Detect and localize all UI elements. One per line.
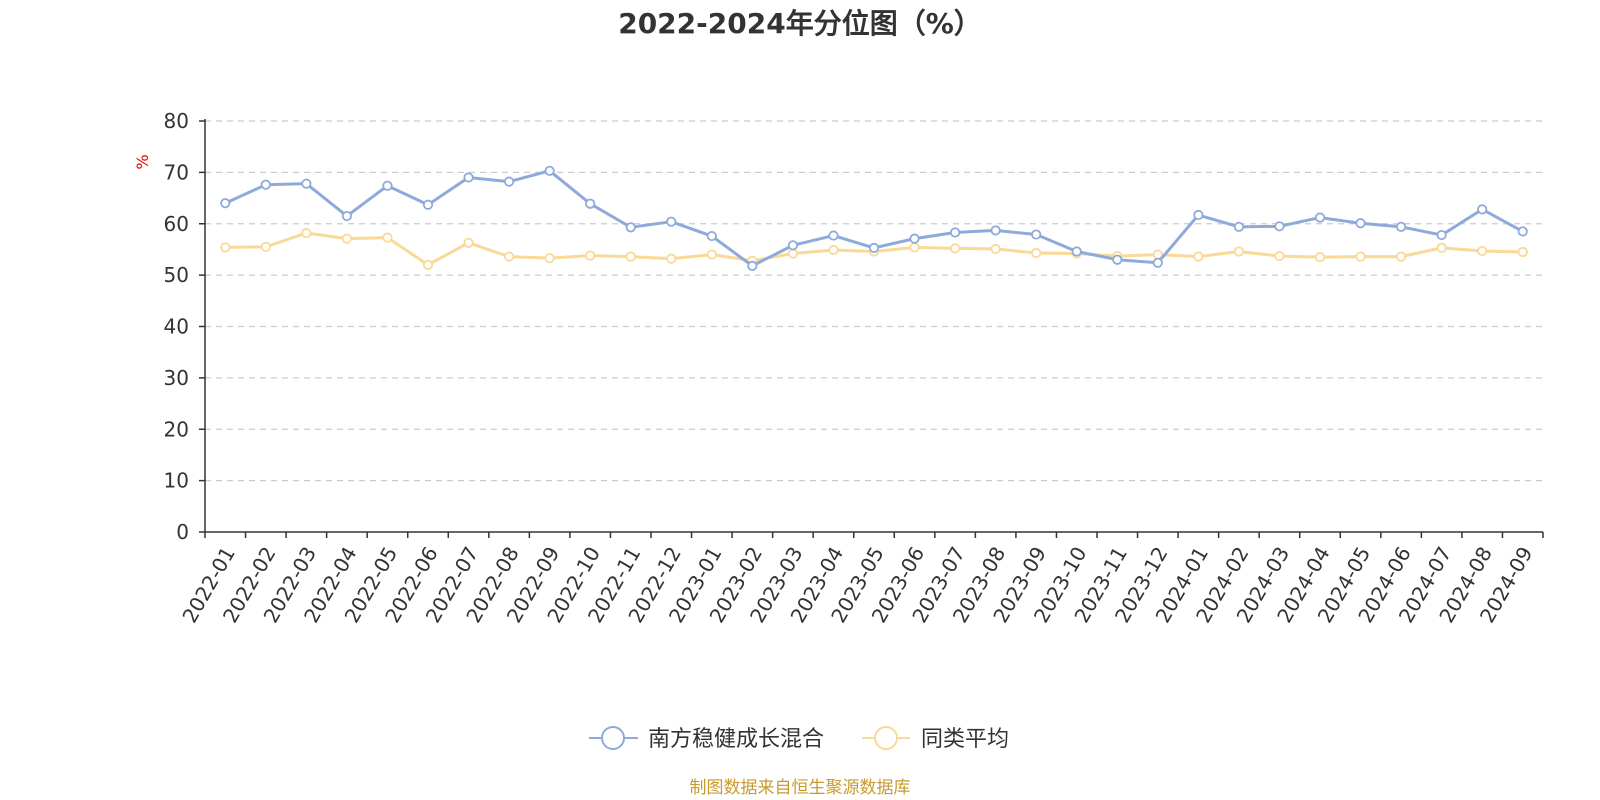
data-point[interactable] bbox=[868, 242, 880, 253]
data-point[interactable] bbox=[1395, 221, 1407, 232]
y-tick-label: 40 bbox=[164, 315, 189, 339]
data-point[interactable] bbox=[220, 198, 231, 209]
axes bbox=[199, 119, 1544, 538]
y-tick-label: 10 bbox=[164, 469, 189, 493]
data-point[interactable] bbox=[260, 241, 271, 252]
data-point[interactable] bbox=[787, 240, 799, 251]
data-point[interactable] bbox=[1395, 251, 1407, 262]
data-point[interactable] bbox=[1031, 247, 1042, 259]
data-point[interactable] bbox=[666, 253, 677, 264]
legend-label: 同类平均 bbox=[921, 727, 1009, 752]
legend-item-1[interactable]: 同类平均 bbox=[862, 726, 1009, 752]
data-point[interactable] bbox=[422, 259, 434, 270]
data-point[interactable] bbox=[949, 227, 961, 238]
data-point[interactable] bbox=[463, 172, 474, 183]
data-point[interactable] bbox=[260, 179, 271, 190]
data-point[interactable] bbox=[909, 233, 920, 244]
data-point[interactable] bbox=[828, 230, 839, 241]
data-point[interactable] bbox=[544, 165, 555, 176]
data-point[interactable] bbox=[1517, 226, 1528, 237]
data-point[interactable] bbox=[422, 199, 434, 210]
data-point[interactable] bbox=[382, 180, 393, 191]
data-point[interactable] bbox=[1233, 221, 1245, 232]
data-point[interactable] bbox=[1517, 246, 1528, 258]
data-point[interactable] bbox=[585, 250, 596, 261]
data-point[interactable] bbox=[1152, 257, 1163, 268]
data-point[interactable] bbox=[1112, 254, 1123, 265]
data-point[interactable] bbox=[503, 176, 515, 187]
grid-lines bbox=[205, 120, 1543, 482]
data-point[interactable] bbox=[1193, 251, 1204, 262]
data-point[interactable] bbox=[1436, 242, 1447, 253]
data-point[interactable] bbox=[301, 227, 312, 239]
data-point[interactable] bbox=[1233, 246, 1245, 257]
legend: 南方稳健成长混合 同类平均 bbox=[589, 726, 1009, 752]
y-tick-label: 70 bbox=[164, 160, 189, 184]
y-tick-labels: 0 10 20 30 40 50 60 70 80 bbox=[164, 109, 189, 544]
data-point[interactable] bbox=[909, 242, 920, 253]
y-tick-label: 30 bbox=[164, 366, 189, 390]
legend-circle-icon bbox=[601, 726, 625, 750]
data-point[interactable] bbox=[1314, 212, 1326, 223]
y-axis-label: % bbox=[133, 154, 152, 169]
y-tick-label: 60 bbox=[164, 212, 189, 236]
data-point[interactable] bbox=[706, 249, 717, 260]
data-point[interactable] bbox=[625, 222, 636, 233]
data-point[interactable] bbox=[1477, 245, 1488, 257]
legend-circle-icon bbox=[874, 726, 898, 750]
data-point[interactable] bbox=[990, 243, 1001, 255]
data-point[interactable] bbox=[341, 233, 353, 244]
y-tick-label: 50 bbox=[164, 263, 189, 287]
data-point[interactable] bbox=[382, 232, 393, 243]
data-point[interactable] bbox=[585, 198, 596, 209]
data-point[interactable] bbox=[1355, 251, 1366, 262]
data-point[interactable] bbox=[1071, 246, 1082, 257]
data-point[interactable] bbox=[341, 210, 353, 222]
data-point[interactable] bbox=[1193, 209, 1204, 221]
data-point[interactable] bbox=[1274, 251, 1285, 262]
chart-title: 2022-2024年分位图（%） bbox=[618, 7, 982, 40]
data-point[interactable] bbox=[1477, 204, 1488, 215]
data-point[interactable] bbox=[1314, 252, 1326, 263]
data-point[interactable] bbox=[220, 242, 231, 253]
data-point[interactable] bbox=[1031, 229, 1042, 240]
y-tick-label: 0 bbox=[176, 520, 189, 544]
data-point[interactable] bbox=[949, 243, 961, 254]
series-lines bbox=[220, 165, 1528, 271]
data-point[interactable] bbox=[544, 253, 555, 264]
data-point[interactable] bbox=[625, 251, 636, 262]
series-0 bbox=[220, 165, 1528, 271]
data-point[interactable] bbox=[828, 244, 839, 256]
legend-label: 南方稳健成长混合 bbox=[648, 727, 824, 752]
data-point[interactable] bbox=[747, 260, 758, 271]
data-point[interactable] bbox=[1355, 218, 1366, 229]
legend-item-0[interactable]: 南方稳健成长混合 bbox=[589, 726, 824, 752]
y-tick-label: 20 bbox=[164, 417, 189, 441]
source-text: 制图数据来自恒生聚源数据库 bbox=[690, 778, 911, 798]
data-point[interactable] bbox=[666, 216, 677, 227]
y-tick-label: 80 bbox=[164, 109, 189, 133]
data-point[interactable] bbox=[463, 237, 474, 248]
data-point[interactable] bbox=[706, 230, 717, 242]
data-point[interactable] bbox=[990, 225, 1001, 236]
data-point[interactable] bbox=[1274, 221, 1285, 232]
x-tick-labels: 2022-012022-022022-032022-042022-052022-… bbox=[177, 542, 1537, 626]
data-point[interactable] bbox=[1436, 229, 1447, 241]
data-point[interactable] bbox=[301, 178, 312, 189]
data-point[interactable] bbox=[503, 251, 515, 262]
data-point[interactable] bbox=[787, 248, 799, 259]
